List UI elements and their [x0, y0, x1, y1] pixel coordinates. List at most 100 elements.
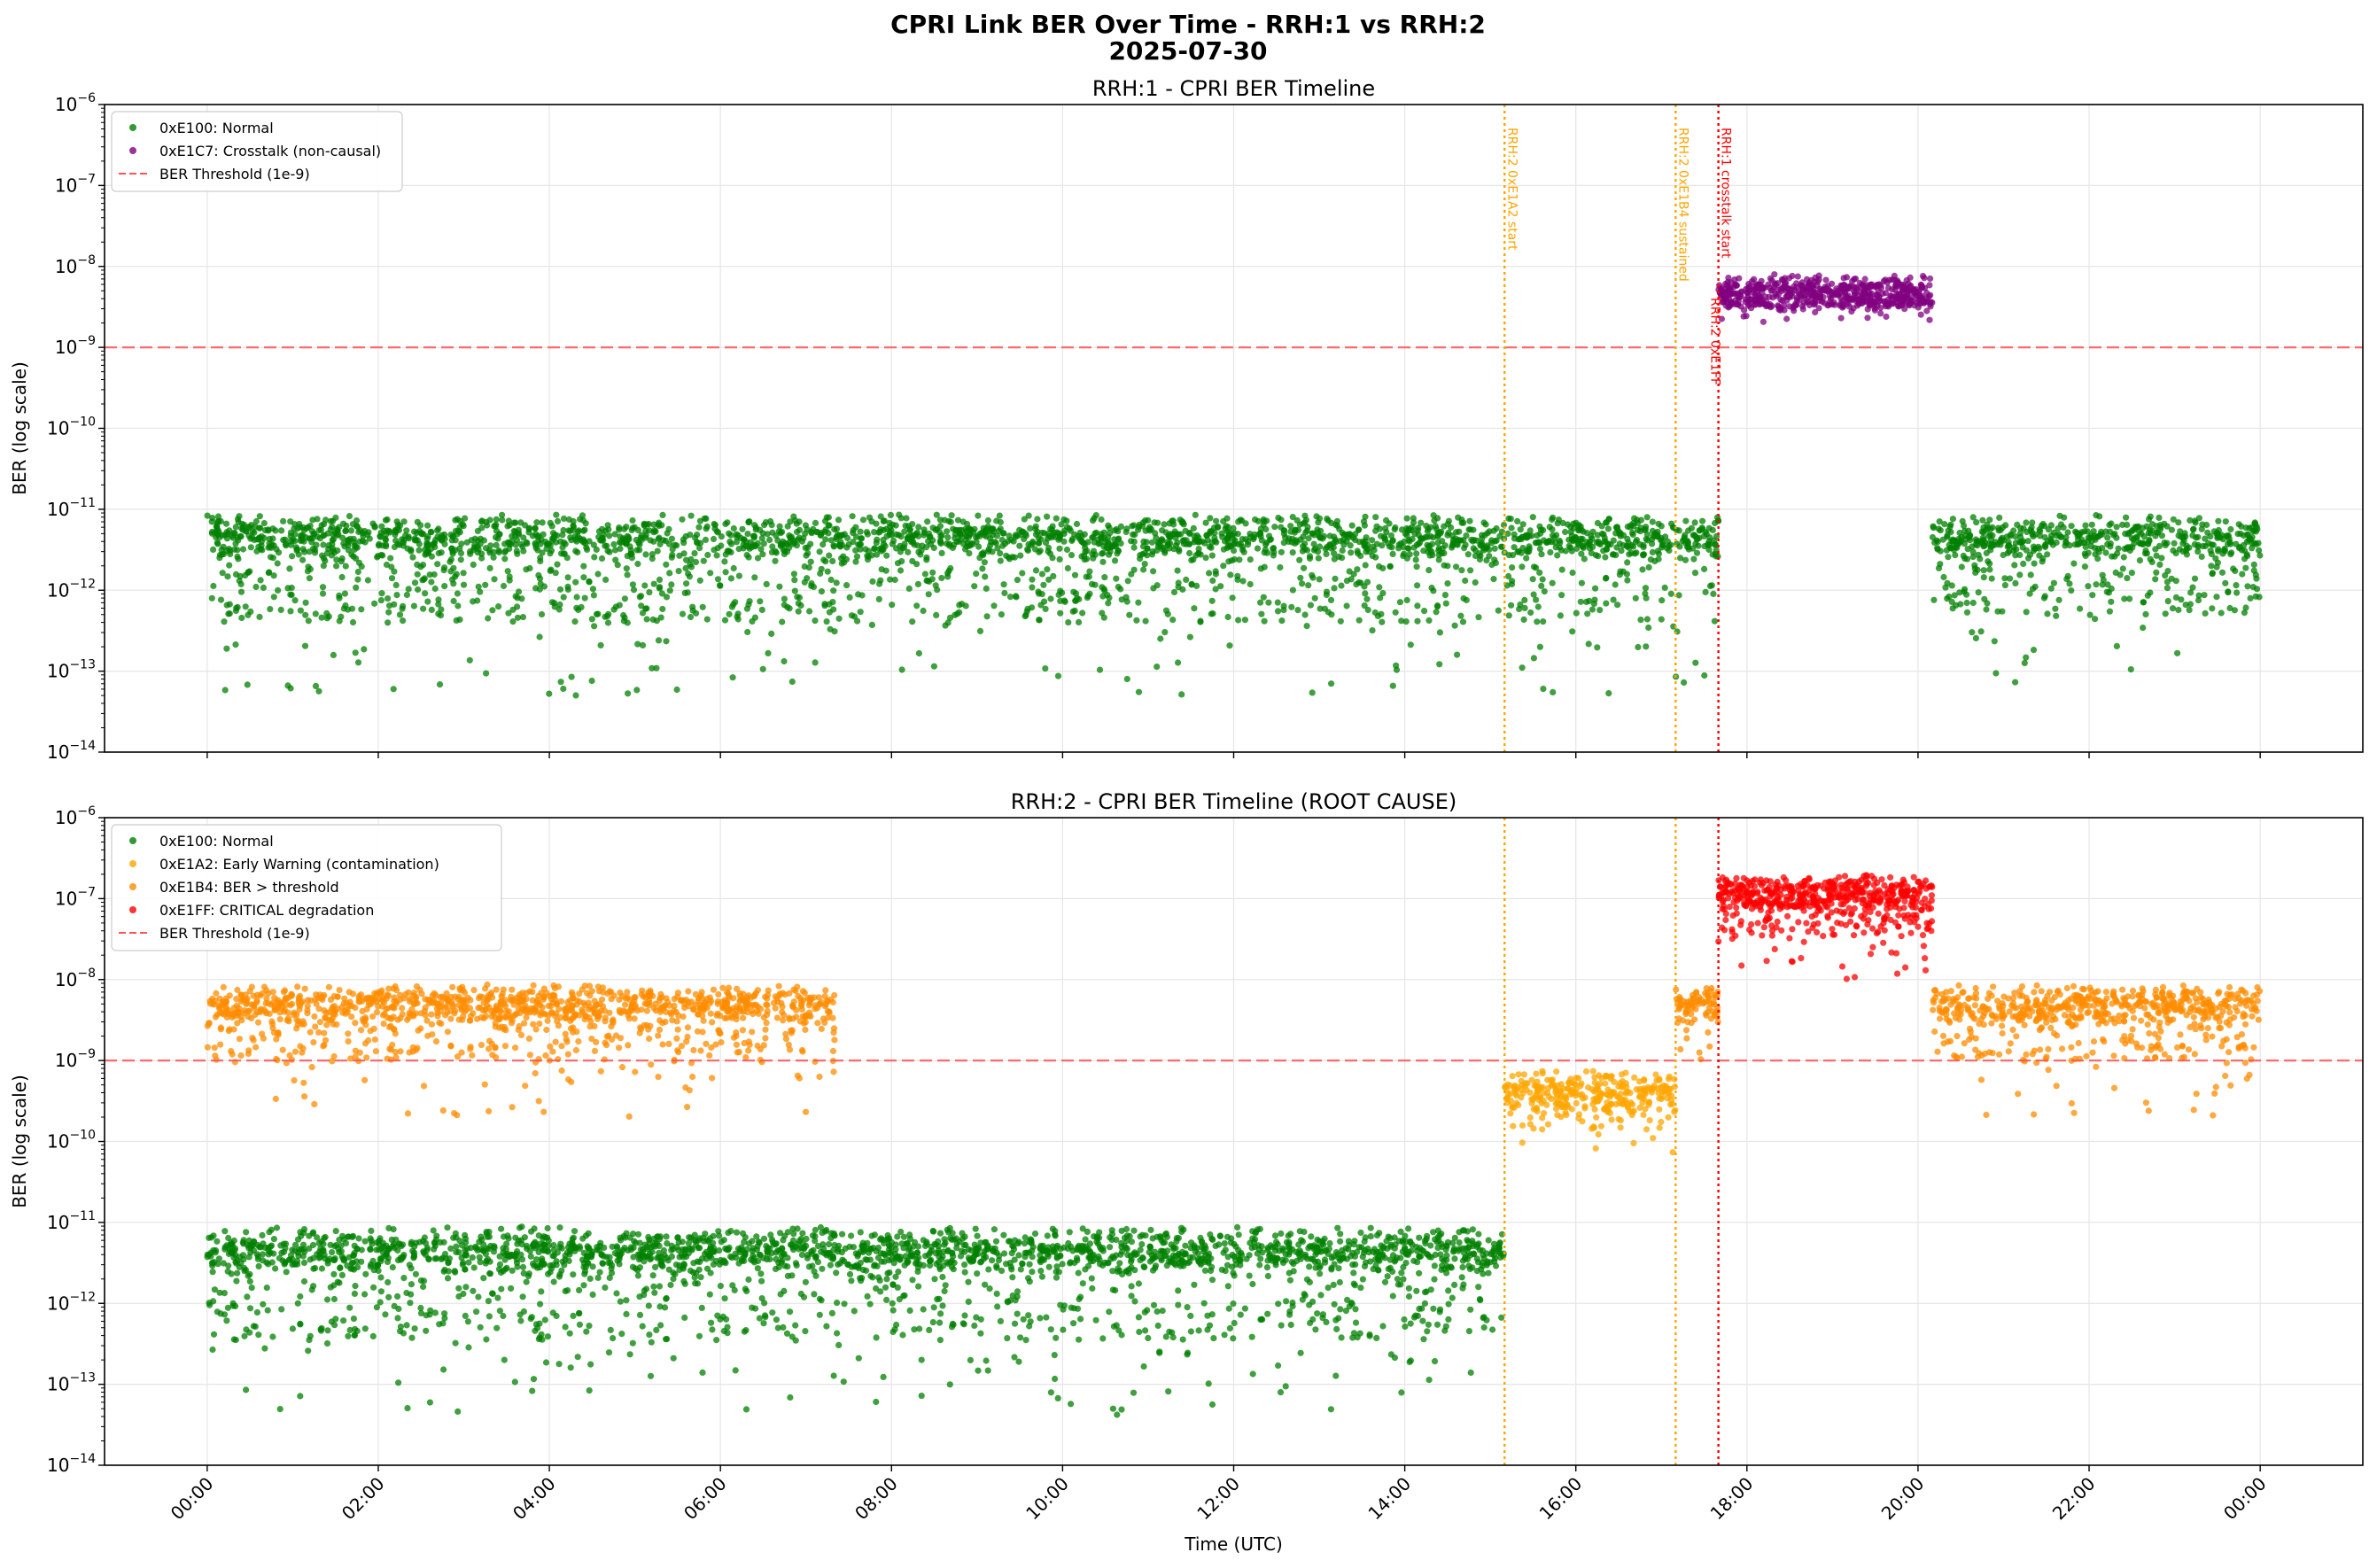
data-point	[768, 630, 775, 638]
data-point	[1011, 1320, 1019, 1327]
data-point	[1006, 594, 1014, 601]
data-point	[642, 551, 649, 558]
data-point	[1614, 602, 1621, 609]
data-point	[971, 583, 978, 590]
data-point	[1241, 1305, 1248, 1312]
data-point	[414, 571, 421, 578]
data-point	[1789, 290, 1796, 297]
data-point	[409, 554, 416, 561]
data-point	[662, 538, 670, 545]
data-point	[1961, 527, 1969, 535]
data-point	[718, 542, 725, 549]
data-point	[659, 511, 666, 519]
data-point	[2062, 539, 2070, 547]
data-point	[1317, 605, 1324, 612]
data-point	[1323, 591, 1330, 599]
data-point	[713, 552, 720, 559]
data-point	[221, 1228, 229, 1235]
data-point	[586, 1275, 594, 1282]
data-point	[486, 516, 493, 524]
data-point	[672, 541, 679, 548]
data-point	[1331, 1300, 1338, 1308]
data-point	[1524, 532, 1531, 539]
data-point	[746, 518, 753, 525]
data-point	[2092, 616, 2099, 623]
data-point	[495, 547, 502, 555]
data-point	[1225, 558, 1232, 565]
data-point	[226, 601, 233, 608]
data-point	[242, 603, 249, 610]
data-point	[511, 1378, 518, 1386]
data-point	[1592, 585, 1599, 592]
data-point	[542, 538, 549, 546]
data-point	[816, 548, 823, 555]
data-point	[634, 526, 641, 534]
data-point	[2026, 590, 2033, 597]
data-point	[508, 1285, 515, 1292]
data-point	[1862, 298, 1869, 305]
data-point	[1578, 550, 1585, 557]
data-point	[296, 520, 303, 528]
data-point	[901, 544, 908, 551]
data-point	[1775, 286, 1782, 294]
data-point	[1543, 539, 1550, 547]
data-point	[1602, 554, 1609, 561]
data-point	[537, 557, 544, 565]
data-point	[1745, 283, 1752, 291]
data-point	[400, 518, 408, 525]
data-point	[350, 535, 357, 542]
event-annotation: RRH:2 0xE1FF	[1708, 298, 1722, 385]
data-point	[1702, 588, 1709, 596]
data-point	[1182, 527, 1189, 534]
data-point	[1306, 1263, 1313, 1270]
data-point	[663, 594, 671, 601]
data-point	[1242, 520, 1249, 527]
data-point	[2027, 571, 2034, 578]
data-point	[239, 546, 247, 553]
data-point	[1130, 538, 1138, 546]
data-point	[1301, 540, 1309, 547]
data-point	[857, 1229, 864, 1236]
data-point	[1035, 539, 1042, 547]
data-point	[1695, 542, 1702, 549]
data-point	[2244, 583, 2251, 590]
data-point	[1812, 274, 1819, 281]
data-point	[316, 535, 323, 542]
data-point	[1287, 523, 1294, 530]
data-point	[2171, 539, 2178, 547]
data-point	[1769, 294, 1776, 301]
data-point	[1347, 542, 1354, 549]
data-point	[2127, 666, 2134, 673]
data-point	[433, 1232, 440, 1239]
data-point	[604, 619, 612, 626]
data-point	[875, 595, 882, 603]
data-point	[1540, 686, 1547, 693]
data-point	[1107, 548, 1114, 555]
data-point	[1658, 597, 1666, 604]
data-point	[1637, 516, 1644, 524]
data-point	[227, 550, 234, 558]
data-point	[812, 617, 819, 625]
data-point	[2039, 558, 2046, 565]
data-point	[974, 1270, 981, 1277]
data-point	[226, 610, 233, 617]
data-point	[501, 555, 509, 563]
data-point	[1123, 675, 1130, 683]
data-point	[650, 580, 657, 587]
data-point	[623, 540, 630, 547]
data-point	[2250, 561, 2257, 569]
data-point	[1206, 570, 1213, 577]
data-point	[1091, 581, 1099, 588]
data-point	[1117, 539, 1124, 547]
data-point	[1144, 552, 1151, 559]
data-point	[721, 1295, 728, 1302]
data-point	[956, 602, 963, 609]
data-point	[1057, 609, 1064, 617]
data-point	[1691, 570, 1699, 577]
data-point	[694, 532, 701, 539]
data-point	[1617, 568, 1624, 575]
data-point	[816, 1311, 823, 1318]
data-point	[1000, 581, 1007, 588]
data-point	[1483, 545, 1490, 552]
figure-date: 2025-07-30	[1108, 36, 1267, 66]
